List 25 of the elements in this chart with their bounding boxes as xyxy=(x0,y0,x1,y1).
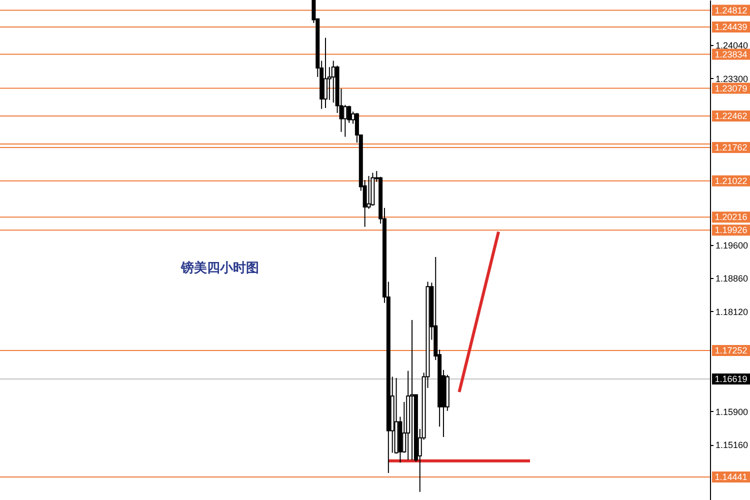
candlestick xyxy=(366,175,371,210)
ref-line-label: 1.16619 xyxy=(714,374,748,384)
y-tick-label: 1.19600 xyxy=(716,240,748,250)
ref-line-label: 1.14441 xyxy=(714,472,748,482)
ref-line-label: 1.23079 xyxy=(714,83,748,94)
candlestick xyxy=(343,104,348,138)
ref-line-label: 1.22462 xyxy=(714,111,748,122)
y-tick-label: 1.18120 xyxy=(716,306,748,317)
annotation: 镑美四小时图 xyxy=(180,260,259,275)
y-tick-label: 1.15160 xyxy=(716,440,748,450)
ref-line-label: 1.24812 xyxy=(714,5,748,16)
y-tick-label: 1.23300 xyxy=(716,74,748,84)
ref-line-label: 1.21022 xyxy=(714,176,748,186)
ref-line-label: 1.20216 xyxy=(714,212,748,222)
y-tick-label: 1.15900 xyxy=(716,406,748,417)
ref-line-label: 1.17252 xyxy=(714,345,748,356)
candlestick xyxy=(331,60,336,104)
candlestick xyxy=(324,37,328,109)
ref-line-label: 1.21762 xyxy=(714,142,748,153)
candlestick xyxy=(410,319,414,460)
ref-line-label: 1.24439 xyxy=(714,22,748,32)
y-tick-label: 1.24040 xyxy=(716,40,748,51)
ref-line-label: 1.19926 xyxy=(714,225,748,236)
ref-line-label: 1.23834 xyxy=(714,49,748,60)
y-tick-label: 1.18860 xyxy=(716,274,748,284)
